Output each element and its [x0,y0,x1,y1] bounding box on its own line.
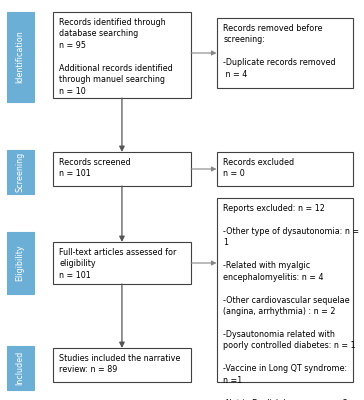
Text: Screening: Screening [16,152,25,192]
FancyBboxPatch shape [53,152,191,186]
FancyBboxPatch shape [7,232,34,294]
Text: Full-text articles assessed for
eligibility
n = 101: Full-text articles assessed for eligibil… [59,248,177,280]
FancyBboxPatch shape [53,242,191,284]
Text: Identification: Identification [16,31,25,83]
FancyBboxPatch shape [53,12,191,98]
Text: Records screened
n = 101: Records screened n = 101 [59,158,131,178]
Text: Included: Included [16,351,25,385]
Text: Records removed before
screening:

-Duplicate records removed
 n = 4: Records removed before screening: -Dupli… [223,24,336,79]
Text: Records identified through
database searching
n = 95

Additional records identif: Records identified through database sear… [59,18,173,96]
Text: Reports excluded: n = 12

-Other type of dysautonomia: n =
1

-Related with myal: Reports excluded: n = 12 -Other type of … [223,204,359,400]
Text: Eligibility: Eligibility [16,245,25,281]
Text: Studies included the narrative
review: n = 89: Studies included the narrative review: n… [59,354,181,374]
FancyBboxPatch shape [7,150,34,194]
FancyBboxPatch shape [7,346,34,390]
FancyBboxPatch shape [217,152,353,186]
Text: Records excluded
n = 0: Records excluded n = 0 [223,158,294,178]
FancyBboxPatch shape [217,198,353,382]
FancyBboxPatch shape [7,12,34,102]
FancyBboxPatch shape [217,18,353,88]
FancyBboxPatch shape [53,348,191,382]
